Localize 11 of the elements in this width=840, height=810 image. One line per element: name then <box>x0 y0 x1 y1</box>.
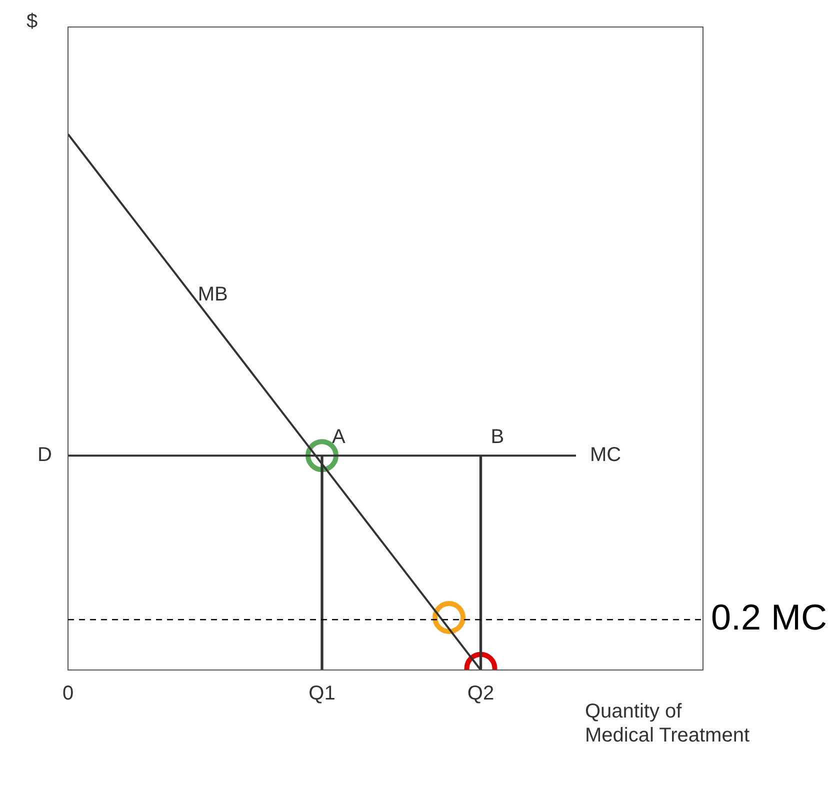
ref-line-label: 0.2 MC <box>711 596 828 638</box>
annotation: A <box>332 426 346 448</box>
annotation: B <box>490 426 504 448</box>
x-axis-title: Quantity of Medical Treatment <box>585 700 750 747</box>
text: D <box>38 444 52 466</box>
x-tick-label: 0 <box>62 682 74 705</box>
series-label: MB <box>198 283 228 306</box>
x-tick-label: Q2 <box>467 682 494 705</box>
x-tick-label: Q1 <box>308 682 336 705</box>
text: $ <box>26 10 38 33</box>
series-label: MC <box>590 444 622 466</box>
